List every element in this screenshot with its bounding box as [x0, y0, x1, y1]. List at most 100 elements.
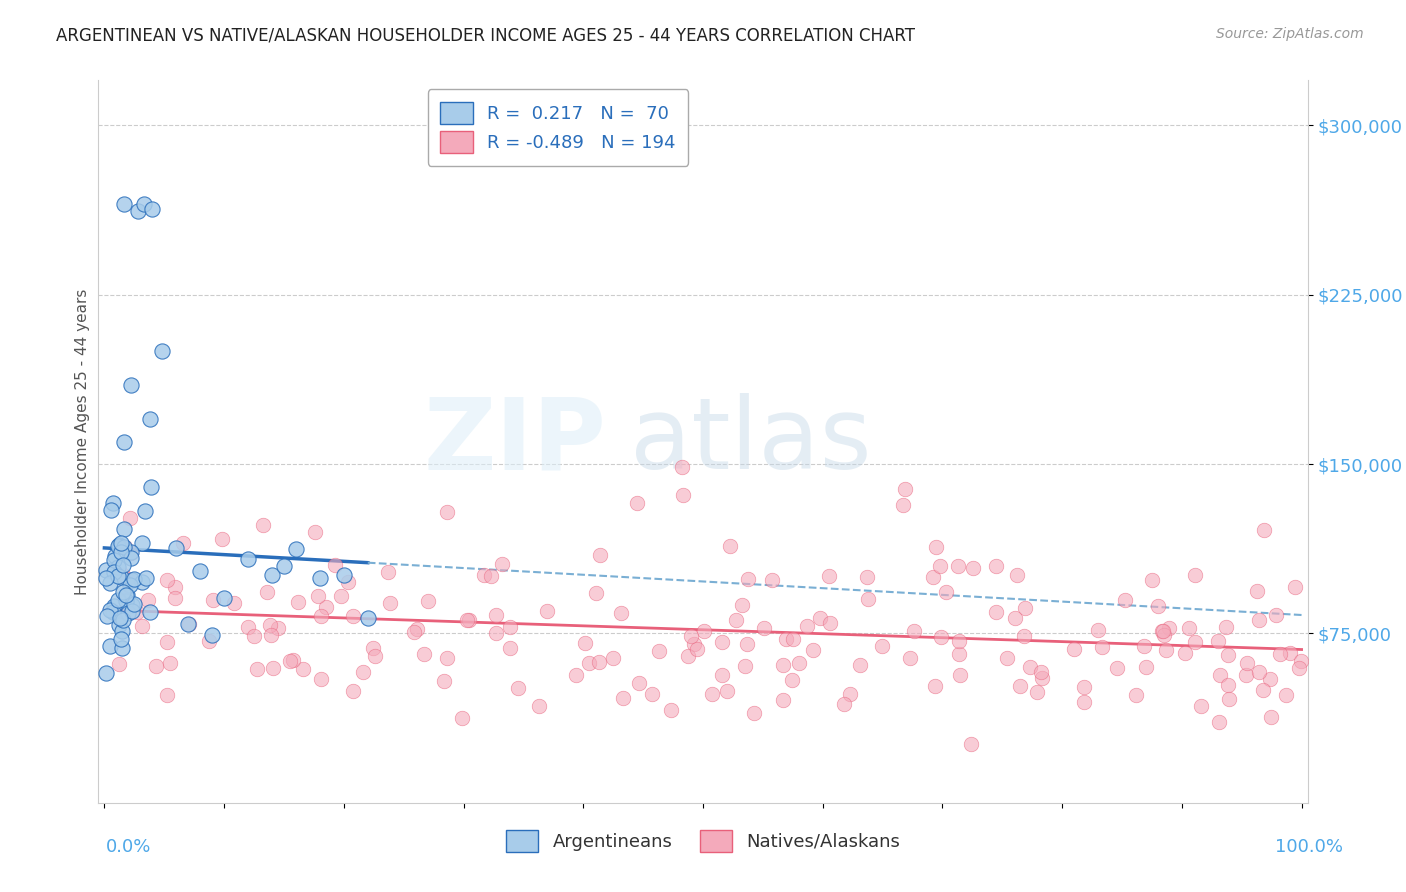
Point — [772, 658, 794, 673]
Point — [716, 683, 738, 698]
Point — [112, 558, 135, 572]
Point — [984, 605, 1007, 619]
Point — [103, 553, 125, 567]
Point — [127, 204, 149, 219]
Point — [612, 690, 634, 705]
Text: ARGENTINEAN VS NATIVE/ALASKAN HOUSEHOLDER INCOME AGES 25 - 44 YEARS CORRELATION : ARGENTINEAN VS NATIVE/ALASKAN HOUSEHOLDE… — [56, 27, 915, 45]
Point — [145, 658, 167, 673]
Point — [1114, 593, 1136, 607]
Point — [1284, 581, 1306, 595]
Point — [165, 541, 187, 556]
Point — [100, 503, 122, 517]
Point — [117, 588, 139, 602]
Point — [946, 558, 969, 573]
Point — [108, 611, 131, 625]
Point — [156, 634, 179, 648]
Point — [357, 611, 380, 625]
Point — [671, 459, 693, 474]
Point — [1206, 633, 1229, 648]
Point — [1208, 714, 1230, 729]
Point — [499, 620, 522, 634]
Point — [456, 613, 478, 627]
Point — [122, 572, 145, 586]
Point — [291, 662, 314, 676]
Point — [150, 344, 173, 359]
Point — [103, 495, 125, 509]
Point — [1251, 682, 1274, 697]
Point — [121, 603, 143, 617]
Point — [111, 624, 134, 638]
Point — [115, 588, 138, 602]
Point — [159, 656, 181, 670]
Point — [1014, 601, 1036, 615]
Point — [737, 572, 759, 586]
Point — [118, 511, 141, 525]
Point — [935, 585, 957, 599]
Point — [98, 602, 121, 616]
Point — [107, 539, 129, 553]
Point — [1147, 599, 1170, 613]
Point — [188, 565, 211, 579]
Point — [103, 565, 125, 579]
Point — [931, 630, 953, 644]
Point — [127, 605, 149, 619]
Point — [107, 569, 129, 583]
Point — [1234, 668, 1257, 682]
Point — [485, 626, 508, 640]
Point — [111, 641, 134, 656]
Point — [960, 737, 983, 751]
Point — [1249, 665, 1271, 679]
Point — [284, 542, 307, 557]
Point — [894, 482, 917, 496]
Point — [772, 693, 794, 707]
Point — [1247, 613, 1270, 627]
Point — [1265, 607, 1288, 622]
Point — [817, 568, 839, 582]
Point — [626, 496, 648, 510]
Point — [406, 623, 429, 637]
Point — [110, 569, 132, 583]
Point — [377, 566, 399, 580]
Point — [1087, 623, 1109, 637]
Point — [818, 616, 841, 631]
Point — [891, 499, 914, 513]
Point — [112, 540, 135, 554]
Point — [115, 572, 138, 586]
Point — [104, 549, 127, 564]
Point — [1135, 660, 1157, 674]
Point — [107, 592, 129, 607]
Point — [342, 609, 364, 624]
Point — [1215, 620, 1237, 634]
Point — [929, 559, 952, 574]
Point — [121, 598, 143, 612]
Point — [260, 628, 283, 642]
Point — [1153, 628, 1175, 642]
Point — [574, 636, 596, 650]
Point — [731, 599, 754, 613]
Point — [177, 617, 200, 632]
Point — [1174, 646, 1197, 660]
Point — [325, 558, 347, 572]
Point — [238, 620, 260, 634]
Point — [131, 536, 153, 550]
Point — [782, 632, 804, 646]
Point — [163, 580, 186, 594]
Point — [336, 575, 359, 590]
Point — [412, 648, 434, 662]
Point — [330, 589, 353, 603]
Point — [380, 596, 402, 610]
Point — [735, 637, 758, 651]
Point — [364, 648, 387, 663]
Point — [672, 488, 695, 502]
Point — [224, 596, 246, 610]
Point — [1026, 685, 1049, 699]
Point — [903, 624, 925, 639]
Point — [1150, 624, 1173, 638]
Point — [1260, 709, 1282, 723]
Point — [718, 540, 741, 554]
Point — [801, 642, 824, 657]
Point — [107, 617, 129, 632]
Point — [724, 613, 747, 627]
Point — [245, 662, 267, 676]
Point — [111, 568, 134, 582]
